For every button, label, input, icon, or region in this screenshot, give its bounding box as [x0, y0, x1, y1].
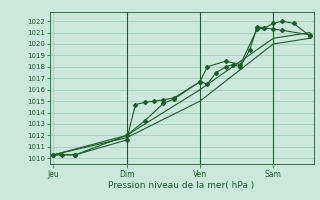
X-axis label: Pression niveau de la mer( hPa ): Pression niveau de la mer( hPa )	[108, 181, 255, 190]
